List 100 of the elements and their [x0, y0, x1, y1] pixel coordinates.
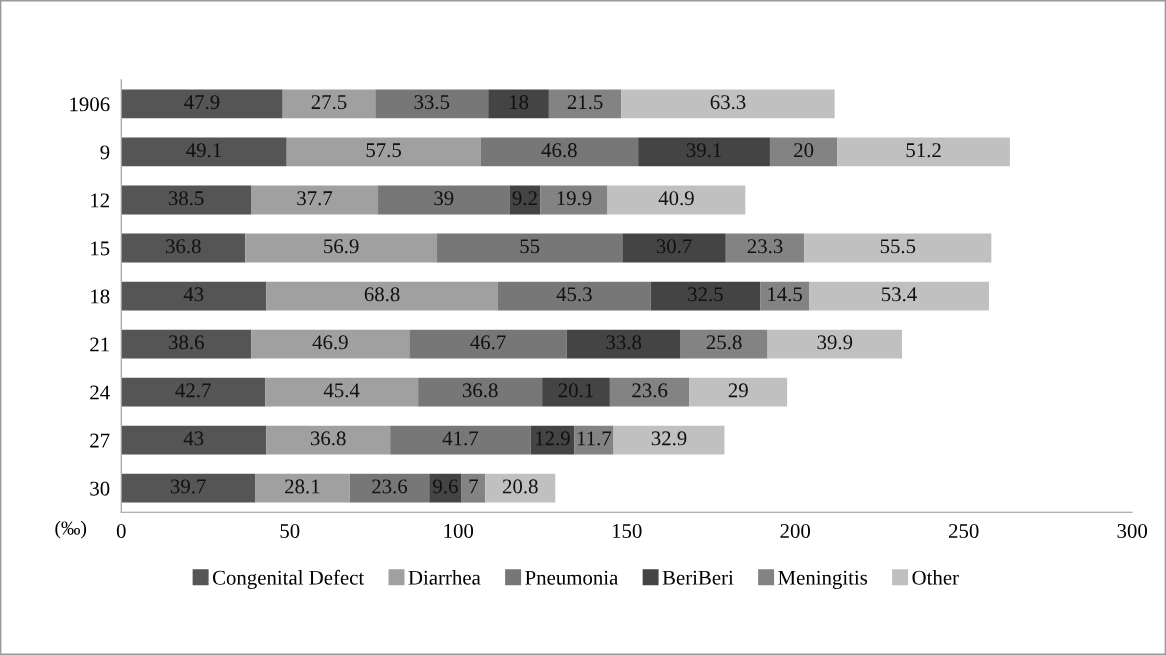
data-label: 36.8	[310, 431, 346, 446]
x-tick-label: 250	[948, 523, 979, 538]
bar	[409, 329, 567, 359]
bar	[121, 281, 267, 311]
bar	[121, 137, 287, 167]
data-label: 55.5	[880, 239, 916, 254]
bar	[530, 425, 575, 455]
data-label: 38.5	[168, 191, 204, 206]
bar	[650, 281, 761, 311]
bar	[488, 89, 549, 119]
data-label: 11.7	[577, 431, 612, 446]
bar	[437, 233, 623, 263]
data-label: 23.6	[632, 383, 668, 398]
bar	[251, 185, 379, 215]
bar	[375, 89, 489, 119]
data-label: 40.9	[658, 191, 694, 206]
x-tick-label: 150	[612, 523, 642, 538]
bar	[378, 185, 510, 215]
bar	[621, 89, 835, 119]
data-label: 21.5	[567, 95, 603, 110]
bar	[121, 377, 266, 407]
bar	[480, 137, 639, 167]
data-label: 57.5	[366, 143, 402, 158]
bar	[725, 233, 805, 263]
data-label: 68.8	[364, 287, 400, 302]
data-label: 56.9	[324, 239, 359, 254]
bar	[540, 185, 608, 215]
bar	[767, 329, 903, 359]
bar	[485, 473, 556, 503]
data-label: 19.9	[557, 191, 592, 206]
bar	[613, 425, 725, 455]
bar	[769, 137, 838, 167]
data-label: 29	[728, 383, 748, 398]
bar	[251, 329, 410, 359]
bar	[121, 473, 256, 503]
bar	[680, 329, 768, 359]
data-label: 36.8	[462, 383, 498, 398]
bar	[255, 473, 350, 503]
data-label: 45.3	[556, 287, 592, 302]
bar	[429, 473, 462, 503]
y-tick-label: 15	[91, 241, 110, 256]
data-label: 14.5	[768, 287, 803, 302]
data-label: 47.9	[184, 95, 220, 110]
bar	[804, 233, 992, 263]
legend-label: Diarrhea	[408, 570, 481, 585]
bar	[286, 137, 481, 167]
y-tick-label: 1906	[70, 97, 110, 112]
bar	[638, 137, 770, 167]
bar	[121, 233, 246, 263]
bar	[837, 137, 1010, 167]
x-tick-label: 50	[280, 523, 300, 538]
y-tick-label: 27	[90, 433, 110, 448]
x-tick-label: 100	[444, 523, 474, 538]
data-label: 46.7	[470, 335, 506, 350]
x-tick-label: 200	[780, 523, 811, 538]
data-label: 23.6	[372, 479, 408, 494]
y-tick-label: 30	[90, 481, 110, 496]
data-label: 38.6	[169, 335, 204, 350]
data-label: 43	[183, 431, 204, 446]
legend-label: Other	[912, 570, 959, 585]
bar	[809, 281, 989, 311]
bar	[349, 473, 430, 503]
bar	[266, 281, 498, 311]
data-label: 46.8	[541, 143, 577, 158]
bar	[542, 377, 610, 407]
y-tick-label: 24	[90, 385, 110, 400]
bar	[566, 329, 681, 359]
legend-label: BeriBeri	[662, 570, 734, 585]
y-tick-label: 9	[100, 145, 110, 160]
data-label: 49.1	[186, 143, 221, 158]
bar	[121, 185, 251, 215]
bar	[282, 89, 376, 119]
data-label: 63.3	[710, 95, 746, 110]
data-label: 27.5	[311, 95, 347, 110]
bar	[121, 89, 283, 119]
bar	[622, 233, 726, 263]
x-tick-label: 0	[116, 523, 126, 538]
legend-label: Meningitis	[778, 570, 868, 590]
data-label: 20.8	[502, 479, 538, 494]
bar	[265, 377, 419, 407]
bar	[121, 329, 252, 359]
bar	[574, 425, 614, 455]
data-label: 32.9	[651, 431, 687, 446]
data-label: 39	[434, 191, 454, 206]
bar	[121, 425, 267, 455]
x-axis-title: (‰)	[55, 520, 87, 539]
data-label: 23.3	[747, 239, 783, 254]
bar	[498, 281, 651, 311]
legend-label: Pneumonia	[525, 570, 619, 585]
bar	[548, 89, 622, 119]
data-label: 25.8	[706, 335, 742, 350]
y-tick-label: 21	[90, 337, 109, 352]
bar	[418, 377, 543, 407]
data-label: 41.7	[442, 431, 479, 446]
y-tick-label: 12	[91, 193, 109, 208]
data-label: 20	[794, 143, 814, 158]
bar	[607, 185, 746, 215]
data-label: 39.9	[817, 335, 853, 350]
data-label: 7	[469, 479, 479, 494]
bar	[390, 425, 531, 455]
